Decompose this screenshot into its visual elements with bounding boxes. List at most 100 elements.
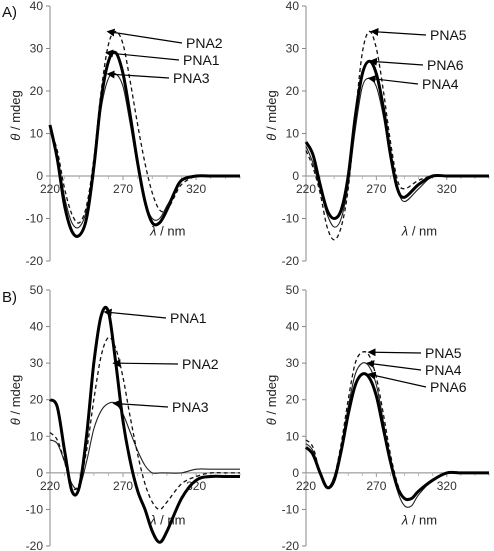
x-tick-label: 270 xyxy=(366,479,386,493)
y-tick-label: 10 xyxy=(30,429,44,443)
x-tick-label: 270 xyxy=(113,182,133,196)
y-tick-label: 10 xyxy=(286,127,300,141)
annotation-label: PNA1 xyxy=(170,310,207,326)
annotation-label: PNA5 xyxy=(425,345,462,361)
y-tick-label: 20 xyxy=(286,84,300,98)
y-tick-label: 30 xyxy=(286,356,300,370)
x-axis-symbol: λ xyxy=(149,223,156,238)
y-axis-label: θ / mdeg xyxy=(264,375,279,425)
annotation-label: PNA2 xyxy=(182,356,219,372)
y-tick-label: 20 xyxy=(30,393,44,407)
x-tick-label: 320 xyxy=(186,182,206,196)
chart-panel-3: -20 -10 0 10 20 30 40 50 220 270 320 θ / mdeg λ / nm… xyxy=(8,283,241,551)
y-tick-label: 0 xyxy=(292,466,299,480)
x-tick-label: 220 xyxy=(296,479,316,493)
series-line-pna4 xyxy=(305,77,489,228)
y-tick-label: 0 xyxy=(36,169,43,183)
annotation-arrow xyxy=(112,359,179,368)
annotation-label: PNA5 xyxy=(430,27,467,43)
y-tick-label: 50 xyxy=(286,283,300,297)
x-axis-label: λ / nm xyxy=(149,223,185,238)
annotation-label: PNA2 xyxy=(186,35,223,51)
series-line-pna6 xyxy=(304,372,489,502)
y-tick-label: -20 xyxy=(26,539,44,551)
annotation-label: PNA3 xyxy=(173,70,210,86)
series-line-pna6 xyxy=(304,59,489,220)
y-axis-label: θ / mdeg xyxy=(264,90,279,140)
annotation-arrow xyxy=(105,49,180,61)
y-axis-symbol: θ xyxy=(8,418,23,425)
y-tick-label: -10 xyxy=(26,502,44,516)
annotation-label: PNA4 xyxy=(425,362,462,378)
x-axis-label: λ / nm xyxy=(401,512,437,527)
series-line-pna2 xyxy=(49,336,240,511)
y-tick-label: -20 xyxy=(282,254,300,268)
x-tick-label: 270 xyxy=(366,182,386,196)
annotation-arrow xyxy=(367,371,427,388)
chart-panel-2: -20 -10 0 10 20 30 40 220 270 320 θ / mdeg λ / nm PN… xyxy=(264,0,490,268)
y-tick-label: -10 xyxy=(282,502,300,516)
annotation-label: PNA1 xyxy=(183,52,220,68)
annotation-label: PNA6 xyxy=(430,379,467,395)
annotation-arrow xyxy=(370,27,427,36)
panel-label-a: A) xyxy=(2,4,17,21)
x-axis-unit: / nm xyxy=(408,512,437,527)
y-axis-unit: / mdeg xyxy=(264,375,279,418)
annotation-label: PNA4 xyxy=(422,76,459,92)
x-axis-symbol: λ xyxy=(149,512,156,527)
y-tick-label: -20 xyxy=(26,254,44,268)
y-tick-label: 20 xyxy=(30,84,44,98)
x-tick-label: 220 xyxy=(40,182,60,196)
y-tick-label: 40 xyxy=(30,0,44,13)
x-axis-unit: / nm xyxy=(408,223,437,238)
series-line-pna1 xyxy=(48,50,240,238)
annotation-label: PNA3 xyxy=(172,399,209,415)
annotation-arrow xyxy=(366,360,422,371)
x-axis-symbol: λ xyxy=(401,223,408,238)
x-axis-unit: / nm xyxy=(157,223,186,238)
y-tick-label: -20 xyxy=(282,539,300,551)
series-line-pna1 xyxy=(48,305,240,544)
y-tick-label: 30 xyxy=(30,42,44,56)
y-tick-label: 30 xyxy=(30,356,44,370)
x-tick-label: 220 xyxy=(296,182,316,196)
x-axis-symbol: λ xyxy=(401,512,408,527)
x-axis-label: λ / nm xyxy=(149,512,185,527)
series-line-pna2 xyxy=(49,30,240,224)
y-axis-unit: / mdeg xyxy=(8,90,23,133)
y-axis-unit: / mdeg xyxy=(8,375,23,418)
y-tick-label: 40 xyxy=(286,0,300,13)
y-tick-label: -10 xyxy=(26,212,44,226)
y-tick-label: 0 xyxy=(292,169,299,183)
y-axis-label: θ / mdeg xyxy=(8,90,23,140)
x-axis-label: λ / nm xyxy=(401,223,437,238)
y-tick-label: -10 xyxy=(282,212,300,226)
annotation-arrow xyxy=(103,308,167,319)
y-tick-label: 50 xyxy=(30,283,44,297)
y-axis-symbol: θ xyxy=(264,134,279,141)
plot-area: -20 -10 0 10 20 30 40 220 270 320 θ / mdeg λ / nm PN… xyxy=(8,0,490,551)
annotation-arrow xyxy=(367,75,419,85)
x-tick-label: 220 xyxy=(40,479,60,493)
panel-label-b: B) xyxy=(2,289,17,306)
chart-panel-1: -20 -10 0 10 20 30 40 220 270 320 θ / mdeg λ / nm PN… xyxy=(8,0,241,268)
y-tick-label: 40 xyxy=(30,320,44,334)
x-tick-label: 320 xyxy=(437,479,457,493)
y-axis-symbol: θ xyxy=(8,134,23,141)
y-axis-unit: / mdeg xyxy=(264,90,279,133)
y-tick-label: 10 xyxy=(30,127,44,141)
annotation-arrow xyxy=(367,348,422,357)
y-tick-label: 20 xyxy=(286,393,300,407)
annotation-label: PNA6 xyxy=(427,57,464,73)
annotation-arrow xyxy=(368,57,424,66)
x-tick-label: 320 xyxy=(437,182,457,196)
y-axis-symbol: θ xyxy=(264,418,279,425)
annotation-arrow xyxy=(112,399,169,408)
annotation-arrow xyxy=(106,70,170,79)
y-tick-label: 0 xyxy=(36,466,43,480)
chart-panel-4: -20 -10 0 10 20 30 40 50 220 270 320 θ / mdeg λ / nm… xyxy=(264,283,490,551)
annotation-arrow xyxy=(106,28,183,44)
y-tick-label: 40 xyxy=(286,320,300,334)
x-tick-label: 320 xyxy=(186,479,206,493)
